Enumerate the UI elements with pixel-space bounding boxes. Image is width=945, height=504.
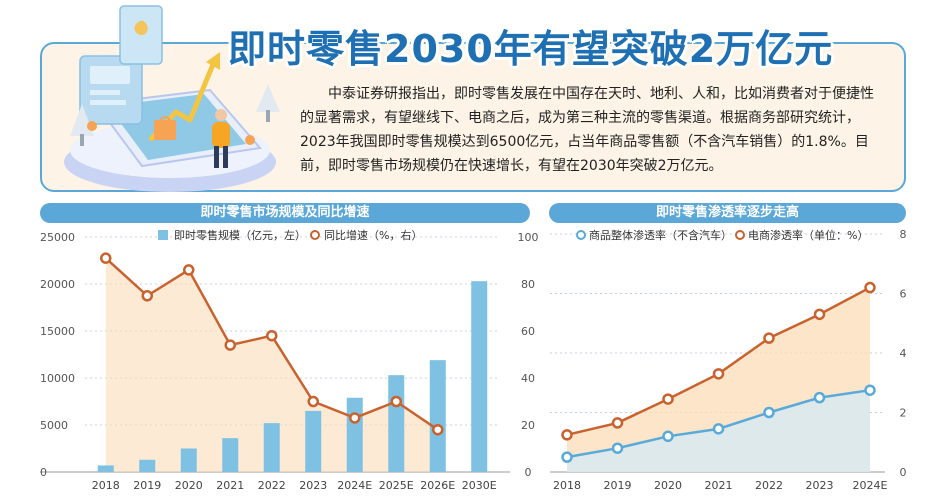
bar-2020 [180,448,197,472]
legend-swatch-ecommerce [735,230,745,240]
y-left-tick-label: 15000 [40,325,75,338]
bar-2030E [471,281,488,472]
series-point-1-2020 [662,393,674,405]
bar-2021 [222,438,239,472]
page-title: 即时零售2030年有望突破2万亿元 [228,27,834,71]
bar-2022 [263,423,280,472]
growth-point-2025E [390,395,402,408]
x-tick-label: 2022 [755,479,783,492]
x-tick-label: 2025E [379,479,414,492]
growth-point-2018 [100,252,112,264]
y-left-tick-label: 0 [40,466,47,479]
x-tick-label: 2021 [216,479,244,492]
legend-swatch-overall [576,230,586,240]
legend-swatch-line [310,230,320,240]
chart1-legend: 即时零售规模（亿元，左） 同比增速（%，右） [158,228,422,242]
growth-point-2022 [266,329,278,342]
screen-card-icon [79,55,143,125]
x-tick-label: 2026E [420,479,455,492]
bar-2023 [305,410,322,472]
y-right-tick-label: 100 [518,231,539,244]
x-tick-label: 2030E [462,479,497,492]
y-right-tick-label: 2 [900,407,907,420]
growth-point-2021 [224,339,236,351]
series-point-1-2023 [813,308,826,321]
series-point-1-2018 [561,429,573,441]
shopping-bag-icon [154,116,176,140]
growth-point-2026E [432,423,444,436]
series-point-0-2023 [813,391,826,404]
growth-point-2024E [349,412,361,424]
growth-point-2019 [141,290,153,302]
series-point-1-2021 [712,368,725,380]
hero-section: 即时零售2030年有望突破2万亿元 中泰证券研报指出，即时零售发展在中国存在天时… [0,0,945,198]
x-tick-label: 2020 [175,479,203,492]
y-right-tick-label: 4 [900,347,907,360]
map-card-icon [119,5,163,65]
series-point-0-2024E [864,384,876,396]
series-point-0-2021 [712,423,725,435]
x-tick-label: 2024E [337,479,372,492]
legend-label-bar: 即时零售规模（亿元，左） [174,228,306,242]
bar-2024E [346,397,363,472]
x-tick-label: 2020 [654,479,682,492]
bar-2018 [97,465,114,472]
bar-2026E [429,360,446,472]
bar-2025E [388,375,405,472]
y-right-tick-label: 20 [521,419,535,432]
series-point-1-2019 [611,417,624,429]
legend-swatch-bar [158,230,168,240]
x-tick-label: 2018 [92,479,120,492]
y-left-tick-label: 20000 [40,278,75,291]
y-right-tick-label: 0 [525,466,532,479]
penetration-chart: 0 2 4 6 8 2018 2019 2020 2021 2022 2023 2024E 商品整体渗透… [550,228,907,492]
y-right-tick-label: 0 [900,466,907,479]
y-right-tick-label: 60 [521,325,535,338]
y-right-tick-label: 6 [900,288,907,301]
series-point-0-2018 [561,451,573,463]
decor-dots [87,121,255,145]
bar-2019 [139,459,156,472]
y-right-tick-label: 40 [521,372,535,385]
x-tick-label: 2021 [705,479,733,492]
growth-point-2020 [183,264,195,276]
series-point-0-2019 [611,442,624,454]
person-icon [212,109,230,168]
series-point-0-2022 [763,406,775,419]
legend-label-ecommerce: 电商渗透率（单位：%） [748,228,868,242]
summary-text: 中泰证券研报指出，即时零售发展在中国存在天时、地利、人和，比如消费者对于便捷性的… [300,86,874,174]
x-tick-label: 2022 [258,479,286,492]
y-left-tick-label: 10000 [40,372,75,385]
x-tick-label: 2023 [806,479,834,492]
illustration [64,5,280,192]
series-point-1-2022 [763,332,775,344]
x-tick-label: 2019 [133,479,161,492]
growth-point-2023 [307,395,319,408]
chart1-title: 即时零售市场规模及同比增速 [40,203,530,223]
y-right-tick-label: 80 [521,278,535,291]
legend-label-overall: 商品整体渗透率（不含汽车） [589,228,732,242]
series-point-1-2024E [864,281,876,294]
x-tick-label: 2018 [553,479,581,492]
series-point-0-2020 [662,430,674,443]
market-size-chart: 0 5000 10000 15000 20000 25000 0 20 40 60 80 100 201… [40,228,539,492]
chart2-legend: 商品整体渗透率（不含汽车） 电商渗透率（单位：%） [576,228,868,242]
legend-label-line: 同比增速（%，右） [324,228,422,242]
y-left-tick-label: 5000 [40,419,68,432]
y-left-tick-label: 25000 [40,231,75,244]
x-tick-label: 2023 [299,479,327,492]
y-right-tick-label: 8 [900,228,907,241]
x-tick-label: 2024E [853,479,888,492]
chart2-title: 即时零售渗透率逐步走高 [549,203,906,223]
x-tick-label: 2019 [604,479,632,492]
